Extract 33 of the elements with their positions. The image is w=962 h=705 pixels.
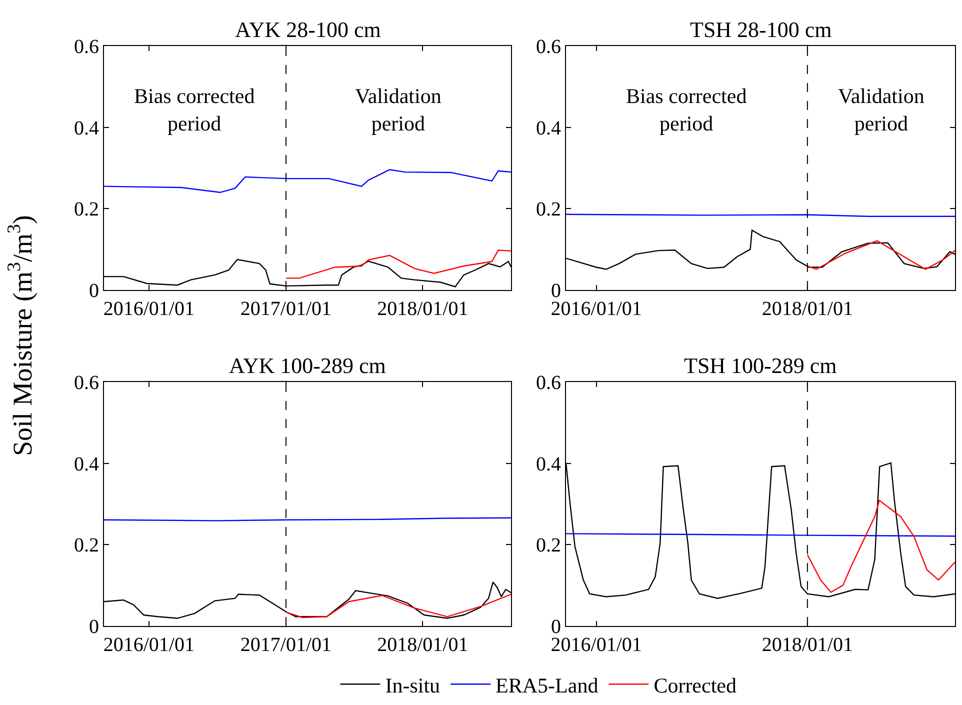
y-tick-label: 0.4 — [536, 453, 561, 476]
legend-label: Corrected — [654, 673, 737, 698]
x-tick-label: 2018/01/01 — [762, 634, 853, 656]
y-tick-label: 0.2 — [536, 534, 561, 557]
chart-title: TSH 100-289 cm — [684, 353, 837, 378]
y-tick-label: 0.6 — [536, 372, 561, 394]
y-tick-label: 0.4 — [74, 117, 99, 140]
y-tick-label: 0 — [89, 616, 99, 638]
y-tick-label: 0.4 — [536, 117, 561, 140]
chart-title: AYK 28-100 cm — [235, 17, 381, 42]
y-tick-label: 0.6 — [74, 372, 99, 394]
annotation: Bias corrected period — [134, 84, 256, 136]
y-tick-label: 0.2 — [74, 534, 99, 557]
y-tick-label: 0.4 — [74, 453, 99, 476]
legend-label: ERA5-Land — [496, 673, 599, 698]
x-tick-label: 2016/01/01 — [103, 298, 194, 320]
y-tick-label: 0.6 — [536, 36, 561, 58]
y-tick-label: 0 — [89, 280, 99, 302]
annotation: Bias corrected period — [626, 84, 748, 136]
x-tick-label: 2018/01/01 — [377, 298, 468, 320]
y-tick-label: 0.2 — [74, 198, 99, 221]
x-tick-label: 2018/01/01 — [762, 298, 853, 320]
chart-title: TSH 28-100 cm — [690, 17, 832, 42]
annotation: Validation period — [838, 84, 925, 136]
x-tick-label: 2018/01/01 — [377, 634, 468, 656]
annotation: Validation period — [355, 84, 442, 136]
y-tick-label: 0.2 — [536, 198, 561, 221]
x-tick-label: 2017/01/01 — [240, 634, 332, 656]
legend-label: In-situ — [385, 673, 441, 698]
y-tick-label: 0.6 — [74, 36, 99, 58]
x-tick-label: 2017/01/01 — [240, 298, 332, 320]
chart-title: AYK 100-289 cm — [229, 353, 386, 378]
x-tick-label: 2016/01/01 — [103, 634, 194, 656]
